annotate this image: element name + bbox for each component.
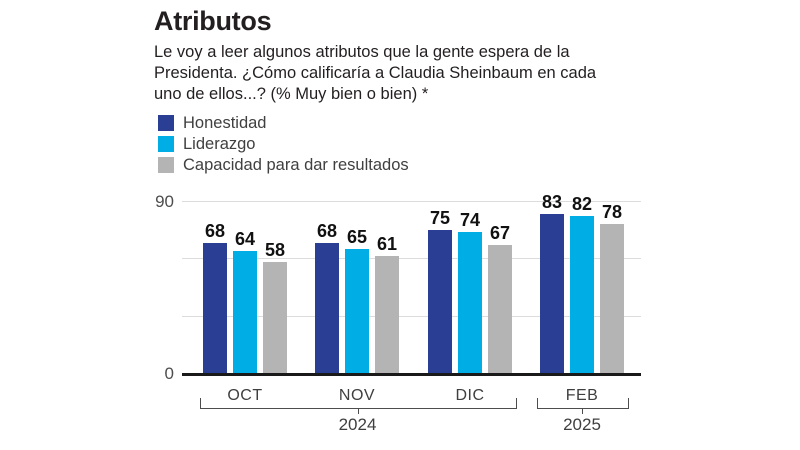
year-bracket-tick-2025 (582, 408, 583, 414)
x-axis-line (182, 373, 641, 376)
year-bracket-2025 (537, 398, 629, 409)
legend-item-capacidad: Capacidad para dar resultados (158, 155, 409, 174)
subtitle-line-3: uno de ellos...? (% Muy bien o bien) * (154, 85, 429, 103)
gridline-90 (182, 201, 641, 202)
legend-swatch-honestidad (158, 115, 174, 131)
y-axis-label-90: 90 (155, 192, 174, 211)
bar-nov-capacidad (375, 256, 399, 373)
x-axis-label-feb: FEB (565, 387, 599, 404)
legend-label-honestidad: Honestidad (183, 113, 267, 132)
bar-dic-liderazgo (458, 231, 482, 373)
bar-value-label: 58 (264, 240, 286, 261)
x-axis-label-oct: OCT (227, 387, 263, 404)
bar-value-label: 64 (234, 228, 256, 249)
chart-subtitle: Le voy a leer algunos atributos que la g… (154, 42, 654, 105)
y-axis-label-0: 0 (164, 364, 174, 383)
x-axis-label-nov: NOV (338, 387, 376, 404)
bar-value-label: 78 (601, 201, 623, 222)
bar-feb-honestidad (540, 214, 564, 373)
subtitle-line-2: Presidenta. ¿Cómo calificaría a Claudia … (154, 64, 597, 82)
bar-value-label: 65 (346, 226, 368, 247)
x-axis-label-dic: DIC (455, 387, 485, 404)
bar-value-label: 61 (376, 234, 398, 255)
chart-title: Atributos (154, 6, 272, 36)
legend-swatch-capacidad (158, 157, 174, 173)
bar-value-label: 74 (459, 209, 481, 230)
bar-dic-honestidad (428, 229, 452, 373)
year-label-2024: 2024 (338, 415, 377, 434)
year-label-2025: 2025 (563, 415, 601, 434)
bar-oct-capacidad (263, 262, 287, 373)
gridline-30 (182, 315, 641, 317)
bar-value-label: 75 (429, 207, 451, 228)
bar-oct-liderazgo (233, 250, 257, 373)
legend-swatch-liderazgo (158, 136, 174, 152)
bar-value-label: 67 (489, 222, 511, 243)
subtitle-line-1: Le voy a leer algunos atributos que la g… (154, 43, 570, 61)
bar-value-label: 82 (571, 194, 593, 215)
bar-dic-capacidad (488, 244, 512, 373)
gridline-60 (182, 258, 641, 260)
bar-nov-honestidad (315, 243, 339, 373)
bar-oct-honestidad (203, 243, 227, 373)
bar-value-label: 68 (316, 221, 338, 242)
bar-feb-liderazgo (570, 216, 594, 373)
legend-item-honestidad: Honestidad (158, 113, 409, 132)
legend: Honestidad Liderazgo Capacidad para dar … (158, 113, 409, 178)
bar-feb-capacidad (600, 223, 624, 373)
bar-nov-liderazgo (345, 248, 369, 373)
year-bracket-tick-2024 (357, 408, 359, 414)
bar-value-label: 83 (541, 192, 563, 213)
legend-label-capacidad: Capacidad para dar resultados (183, 155, 409, 174)
legend-item-liderazgo: Liderazgo (158, 134, 409, 153)
year-bracket-2024 (200, 398, 517, 409)
legend-label-liderazgo: Liderazgo (183, 134, 256, 153)
bar-value-label: 68 (204, 221, 226, 242)
